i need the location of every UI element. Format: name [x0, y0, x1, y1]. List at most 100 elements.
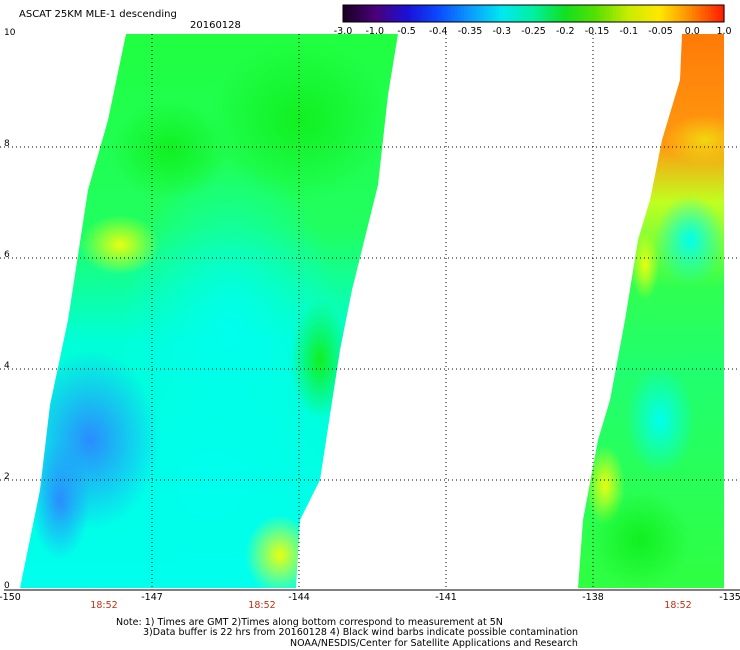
right-swath: [578, 34, 724, 588]
colorbar-cell: [717, 5, 722, 22]
colorbar-cell: [517, 5, 522, 22]
y-tick-label: 2: [4, 472, 10, 482]
colorbar-cell: [593, 5, 598, 22]
colorbar-cell: [625, 5, 630, 22]
colorbar-cell: [546, 5, 550, 22]
colorbar-cell: [549, 5, 554, 22]
colorbar-tick-label: -1.0: [365, 26, 385, 37]
colorbar-cell: [574, 5, 579, 22]
colorbar-cell: [631, 5, 636, 22]
graticule: [0, 34, 740, 590]
colorbar-cell: [511, 5, 516, 22]
colorbar-cell: [400, 5, 404, 22]
colorbar-cell: [536, 5, 541, 22]
colorbar-cell: [431, 5, 436, 22]
colorbar-cell: [676, 5, 681, 22]
colorbar-cell: [609, 5, 614, 22]
pass-time-label: 18:52: [664, 600, 692, 611]
colorbar-cell: [523, 5, 528, 22]
colorbar-cell: [435, 5, 439, 22]
colorbar-tick-label: -0.1: [619, 26, 639, 37]
colorbar-cell: [552, 5, 557, 22]
colorbar-cell: [422, 5, 427, 22]
colorbar-cell: [412, 5, 417, 22]
colorbar-cell: [450, 5, 455, 22]
colorbar: [342, 4, 725, 23]
colorbar-cell: [577, 5, 582, 22]
colorbar-cell: [527, 5, 531, 22]
colorbar-cell: [409, 5, 414, 22]
colorbar-tick-label: -0.4: [428, 26, 448, 37]
colorbar-tick-label: -0.05: [648, 26, 673, 37]
colorbar-cell: [343, 5, 347, 22]
colorbar-cell: [720, 5, 725, 22]
colorbar-cell: [476, 5, 481, 22]
colorbar-cell: [492, 5, 496, 22]
colorbar-cell: [419, 5, 423, 22]
colorbar-cell: [396, 5, 401, 22]
colorbar-cell: [584, 5, 589, 22]
colorbar-cell: [565, 5, 570, 22]
colorbar-cell: [403, 5, 408, 22]
colorbar-cell: [349, 5, 354, 22]
colorbar-cell: [562, 5, 566, 22]
colorbar-cell: [358, 5, 363, 22]
colorbar-cell: [622, 5, 627, 22]
colorbar-cell: [682, 5, 687, 22]
colorbar-cell: [393, 5, 398, 22]
colorbar-cell: [571, 5, 576, 22]
colorbar-cell: [470, 5, 474, 22]
colorbar-tick-label: -0.5: [397, 26, 416, 37]
colorbar-cell: [644, 5, 649, 22]
colorbar-cell: [377, 5, 382, 22]
colorbar-cell: [638, 5, 643, 22]
colorbar-cell: [514, 5, 519, 22]
colorbar-cell: [447, 5, 452, 22]
x-tick-label: -135: [719, 592, 740, 603]
colorbar-cell: [581, 5, 585, 22]
colorbar-tick-label: 1.0: [716, 26, 732, 37]
colorbar-cell: [416, 5, 420, 22]
colorbar-cell: [708, 5, 712, 22]
colorbar-cell: [463, 5, 468, 22]
colorbar-cell: [616, 5, 620, 22]
colorbar-cell: [498, 5, 503, 22]
colorbar-cell: [489, 5, 493, 22]
map-title: ASCAT 25KM MLE-1 descending: [19, 9, 177, 20]
colorbar-cell: [568, 5, 573, 22]
colorbar-cell: [428, 5, 433, 22]
colorbar-cell: [558, 5, 563, 22]
colorbar-cell: [666, 5, 671, 22]
y-tick-label: 6: [4, 250, 10, 260]
colorbar-cell: [371, 5, 376, 22]
colorbar-cell: [530, 5, 535, 22]
colorbar-cell: [689, 5, 693, 22]
left-swath: [20, 34, 398, 588]
colorbar-cell: [520, 5, 525, 22]
colorbar-cell: [495, 5, 500, 22]
footnote-line-3: NOAA/NESDIS/Center for Satellite Applica…: [290, 638, 578, 649]
colorbar-cell: [660, 5, 665, 22]
colorbar-cell: [698, 5, 703, 22]
colorbar-cell: [590, 5, 595, 22]
colorbar-cell: [619, 5, 623, 22]
colorbar-cell: [543, 5, 547, 22]
y-tick-label: 10: [4, 28, 16, 38]
colorbar-cell: [346, 5, 350, 22]
colorbar-cell: [444, 5, 449, 22]
colorbar-cell: [650, 5, 655, 22]
colorbar-cell: [606, 5, 611, 22]
colorbar-cell: [355, 5, 360, 22]
footnote-line-2: 3)Data buffer is 22 hrs from 20160128 4)…: [143, 627, 579, 638]
colorbar-cell: [368, 5, 373, 22]
colorbar-cell: [384, 5, 389, 22]
colorbar-tick-label: -0.3: [492, 26, 512, 37]
colorbar-tick-label: -3.0: [333, 26, 353, 37]
colorbar-cell: [365, 5, 369, 22]
x-tick-label: -144: [288, 592, 310, 603]
colorbar-cell: [362, 5, 366, 22]
colorbar-cell: [555, 5, 560, 22]
colorbar-cell: [381, 5, 385, 22]
y-tick-label: 8: [4, 139, 10, 149]
